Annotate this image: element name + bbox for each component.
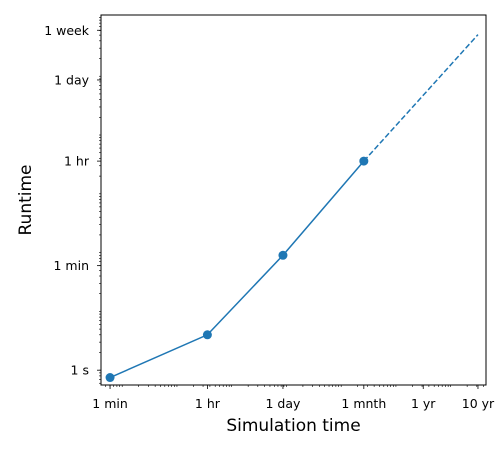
x-tick-label: 1 day xyxy=(265,396,301,411)
y-tick-label: 1 day xyxy=(54,72,90,87)
x-axis-title: Simulation time xyxy=(226,416,360,436)
x-tick-label: 10 yr xyxy=(462,396,495,411)
y-axis-ticks: 1 s 1 min 1 hr 1 day 1 week xyxy=(44,23,101,378)
x-tick-label: 1 mnth xyxy=(341,396,386,411)
y-tick-label: 1 week xyxy=(44,23,90,38)
data-point xyxy=(203,330,212,339)
x-tick-label: 1 hr xyxy=(195,396,221,411)
y-tick-label: 1 hr xyxy=(64,154,90,169)
x-tick-label: 1 yr xyxy=(411,396,436,411)
data-point xyxy=(278,251,287,260)
x-tick-label: 1 min xyxy=(92,396,128,411)
y-tick-label: 1 s xyxy=(71,363,89,378)
y-axis-title: Runtime xyxy=(16,164,36,235)
data-point xyxy=(106,373,115,382)
y-tick-label: 1 min xyxy=(54,258,90,273)
plot-area xyxy=(101,15,486,385)
x-axis-ticks: 1 min 1 hr 1 day 1 mnth 1 yr 10 yr xyxy=(92,385,495,411)
